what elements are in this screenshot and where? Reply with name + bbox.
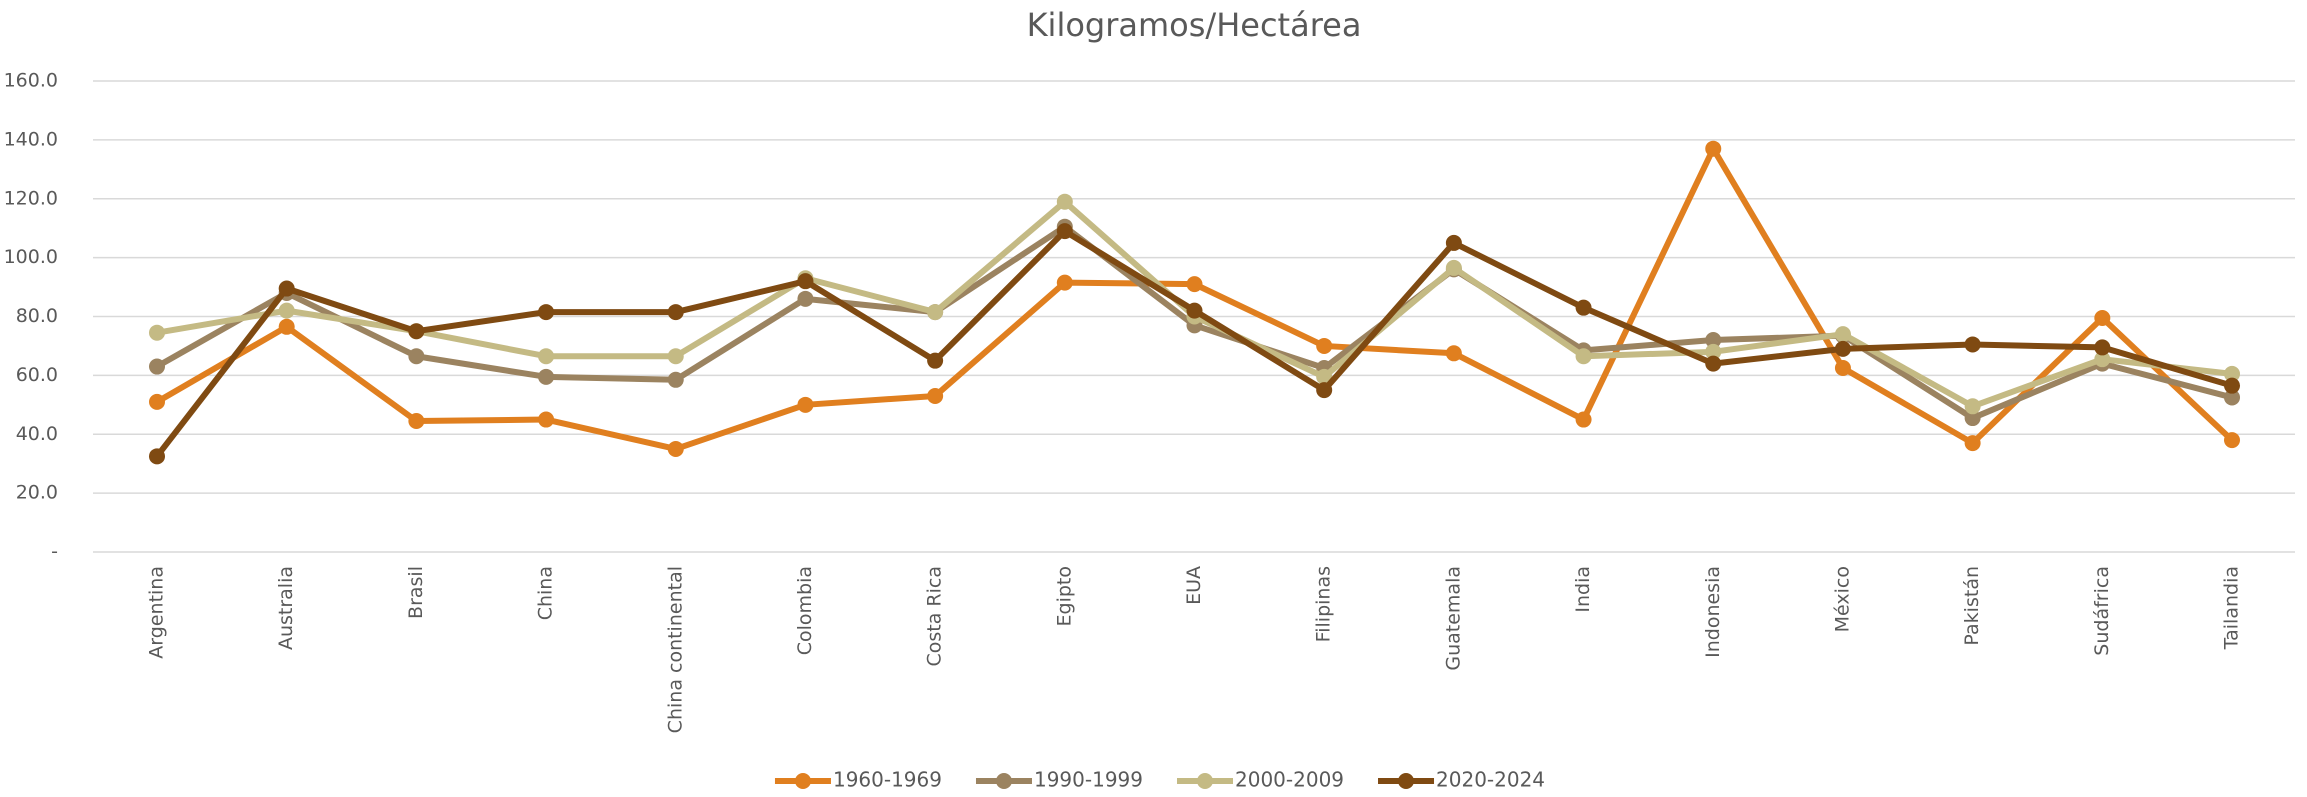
data-point [927,304,944,321]
data-point [2094,351,2111,368]
x-tick-label: China [535,566,557,620]
data-point [667,371,684,388]
data-point [2224,389,2240,406]
x-tick-label: Argentina [146,566,168,659]
data-point [149,448,165,465]
legend-label: 2020-2024 [1436,768,1545,792]
legend-marker [1398,773,1415,789]
legend-label: 1990-1999 [1034,768,1143,792]
data-point [2094,339,2111,356]
y-tick-label: 160.0 [4,70,58,92]
data-point [1575,348,1592,365]
x-tick-label: Sudáfrica [2091,566,2113,656]
data-point [408,348,425,365]
data-point [927,387,944,404]
data-point [1186,276,1203,293]
x-tick-label: México [1831,566,1853,632]
data-point [1705,343,1722,360]
data-point [667,348,684,365]
data-point [797,290,814,307]
data-point [1056,274,1073,291]
data-point [927,352,944,369]
legend-marker [995,773,1012,789]
data-point [1056,193,1073,210]
x-tick-label: Filipinas [1313,566,1335,642]
data-point [2224,365,2240,382]
y-tick-label: 140.0 [4,128,58,150]
x-tick-label: Brasil [405,566,427,619]
data-point [1056,223,1073,240]
data-point [538,348,555,365]
data-point [1316,382,1333,399]
data-point [1705,332,1722,349]
legend-label: 1960-1969 [833,768,942,792]
x-tick-label: Guatemala [1442,566,1464,671]
data-point [1964,410,1981,427]
data-point [667,440,684,457]
data-point [1316,337,1333,354]
x-tick-label: Egipto [1053,566,1075,626]
data-point [1186,302,1203,319]
data-point [408,413,425,430]
data-point [2224,377,2240,394]
data-point [278,280,295,297]
data-point [149,358,165,375]
data-point [797,396,814,413]
data-point [538,411,555,428]
data-point [1445,345,1462,362]
legend: 1960-1969 1990-1999 2000-2009 2020-2024 [774,768,1545,792]
data-point [1445,259,1462,276]
x-tick-label: EUA [1183,566,1205,605]
y-tick-label: 100.0 [4,246,58,268]
data-point [1445,234,1462,251]
y-tick-label: 60.0 [16,364,58,386]
x-tick-label: Colombia [794,566,816,655]
data-point [1316,368,1333,385]
data-point [538,304,555,321]
chart-title: Kilogramos/Hectárea [1027,6,1362,44]
x-tick-label: Australia [275,566,297,650]
legend-marker [794,773,811,789]
data-point [1705,140,1722,157]
x-tick-label: Costa Rica [924,566,946,667]
data-point [1575,411,1592,428]
series-line [155,145,2235,452]
data-point [2224,432,2240,449]
data-point [797,273,814,290]
y-tick-label: 40.0 [16,423,58,445]
data-point [1705,355,1722,372]
x-tick-label: Tailandia [2221,566,2243,650]
data-point [1964,336,1981,353]
data-point [149,393,165,410]
data-point [278,318,295,335]
data-point [149,324,165,341]
data-point [1575,299,1592,316]
legend-label: 2000-2009 [1235,768,1344,792]
y-tick-label: 80.0 [16,305,58,327]
x-tick-label: Indonesia [1702,566,1724,658]
data-point [1964,398,1981,415]
data-point [1964,435,1981,452]
legend-marker [1197,773,1213,789]
data-point [2094,309,2111,326]
data-point [1834,340,1851,357]
y-tick-label: 20.0 [16,482,58,504]
data-point [538,368,555,385]
data-point [1834,360,1851,377]
data-point [278,302,295,319]
x-tick-label: Pakistán [1961,566,1983,646]
x-tick-label: China continental [664,566,686,733]
data-point [408,323,425,340]
data-point [667,304,684,321]
y-tick-label: 120.0 [4,187,58,209]
data-point [1834,326,1851,343]
y-tick-label: - [51,541,58,563]
x-tick-label: India [1572,566,1594,613]
